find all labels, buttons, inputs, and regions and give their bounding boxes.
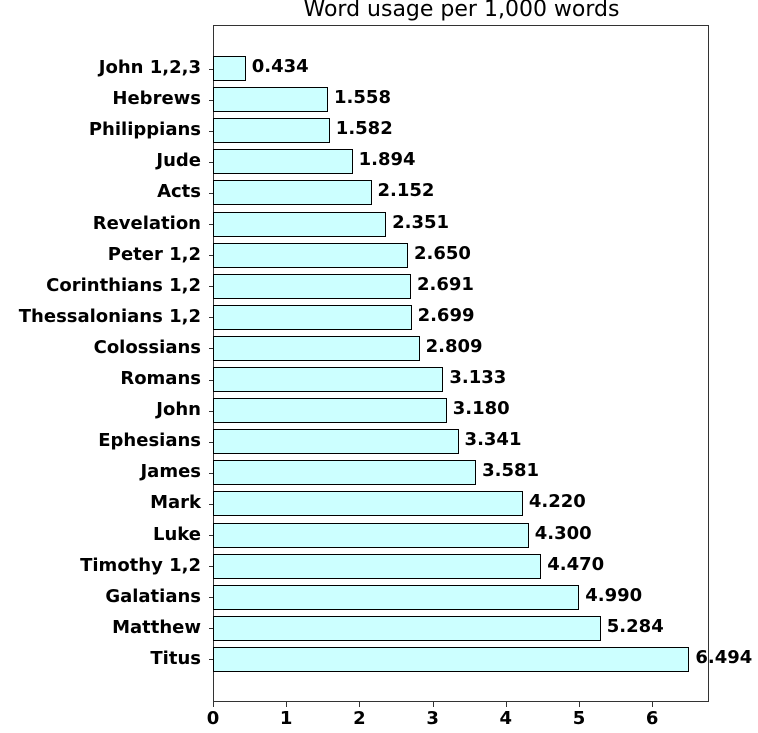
y-tick bbox=[209, 411, 213, 412]
bar-value-label: 4.300 bbox=[534, 522, 592, 544]
bar bbox=[213, 335, 420, 361]
bar-value-label: 3.341 bbox=[464, 429, 522, 451]
bar bbox=[213, 491, 523, 517]
bar-value-label: 3.581 bbox=[482, 460, 540, 482]
y-tick bbox=[209, 566, 213, 567]
bar bbox=[213, 87, 329, 113]
category-label: Acts bbox=[157, 181, 201, 203]
chart-title: Word usage per 1,000 words bbox=[303, 0, 620, 22]
x-tick bbox=[579, 702, 580, 707]
bar bbox=[213, 646, 690, 672]
x-tick-label: 1 bbox=[279, 708, 293, 729]
y-tick bbox=[209, 597, 213, 598]
y-tick bbox=[209, 348, 213, 349]
x-tick bbox=[652, 702, 654, 707]
bar bbox=[213, 56, 246, 81]
y-tick bbox=[209, 317, 213, 318]
bar-value-label: 1.894 bbox=[358, 149, 416, 171]
x-tick-label: 3 bbox=[426, 708, 439, 729]
y-tick bbox=[209, 100, 213, 101]
y-tick bbox=[209, 193, 213, 194]
x-tick bbox=[359, 702, 361, 707]
category-label: Titus bbox=[150, 647, 201, 669]
bar bbox=[213, 553, 542, 579]
bar bbox=[213, 522, 529, 548]
bar-value-label: 2.650 bbox=[413, 242, 471, 264]
x-tick-label: 6 bbox=[645, 708, 659, 729]
category-label: Philippians bbox=[88, 119, 201, 141]
x-tick-label: 0 bbox=[206, 708, 220, 729]
bar-value-label: 1.558 bbox=[334, 87, 391, 109]
category-label: Corinthians 1,2 bbox=[46, 274, 201, 296]
category-label: Timothy 1,2 bbox=[80, 554, 201, 576]
bar-value-label: 3.180 bbox=[452, 398, 510, 420]
x-tick-label: 2 bbox=[353, 708, 366, 729]
x-tick-label: 4 bbox=[499, 708, 513, 729]
bar bbox=[213, 118, 330, 144]
y-tick bbox=[209, 162, 213, 163]
bar-value-label: 2.809 bbox=[425, 335, 483, 357]
bar bbox=[213, 211, 387, 237]
bar-value-label: 1.582 bbox=[335, 118, 393, 140]
bar bbox=[213, 460, 477, 486]
y-tick bbox=[209, 659, 213, 660]
bar-value-label: 2.152 bbox=[377, 180, 435, 202]
bar-value-label: 0.434 bbox=[251, 56, 309, 77]
y-tick bbox=[209, 131, 213, 132]
category-label: Galatians bbox=[105, 585, 201, 607]
category-label: Hebrews bbox=[112, 88, 201, 110]
y-tick bbox=[209, 380, 213, 381]
y-tick bbox=[209, 69, 213, 70]
y-tick bbox=[209, 442, 213, 443]
x-tick bbox=[213, 702, 214, 707]
category-label: Revelation bbox=[92, 212, 201, 234]
category-label: Ephesians bbox=[98, 430, 201, 452]
bar bbox=[213, 615, 601, 641]
x-tick-label: 5 bbox=[572, 708, 586, 729]
bar-value-label: 4.990 bbox=[585, 584, 643, 606]
bar-value-label: 2.351 bbox=[392, 211, 450, 233]
category-label: John 1,2,3 bbox=[98, 57, 201, 78]
y-tick bbox=[209, 224, 213, 225]
y-tick bbox=[209, 535, 213, 536]
y-tick bbox=[209, 504, 213, 505]
bar-value-label: 6.494 bbox=[695, 646, 753, 668]
category-label: John bbox=[156, 399, 201, 421]
plot-area bbox=[213, 25, 709, 702]
category-label: Peter 1,2 bbox=[107, 243, 201, 265]
category-label: Thessalonians 1,2 bbox=[18, 305, 201, 327]
category-label: Mark bbox=[150, 492, 201, 514]
y-tick bbox=[209, 255, 213, 256]
bar bbox=[213, 149, 353, 175]
bar-value-label: 5.284 bbox=[606, 615, 664, 637]
x-tick bbox=[432, 702, 434, 707]
y-tick bbox=[209, 473, 213, 474]
bar-value-label: 4.220 bbox=[528, 491, 586, 513]
bar-value-label: 3.133 bbox=[449, 367, 507, 388]
bar bbox=[213, 367, 444, 392]
bar bbox=[213, 242, 408, 268]
bar bbox=[213, 584, 580, 610]
bar bbox=[213, 304, 412, 330]
bar-value-label: 2.699 bbox=[417, 304, 475, 326]
category-label: James bbox=[140, 461, 201, 483]
bar-value-label: 4.470 bbox=[547, 553, 605, 575]
bar bbox=[213, 429, 459, 455]
x-tick bbox=[505, 702, 507, 707]
category-label: Romans bbox=[120, 368, 201, 389]
bar bbox=[213, 180, 372, 206]
bar-value-label: 2.691 bbox=[416, 273, 474, 295]
y-tick bbox=[209, 628, 213, 629]
bar bbox=[213, 273, 411, 299]
category-label: Matthew bbox=[112, 616, 201, 638]
bar bbox=[213, 398, 447, 424]
category-label: Colossians bbox=[93, 336, 201, 358]
x-tick bbox=[286, 702, 288, 707]
category-label: Luke bbox=[153, 523, 201, 545]
y-tick bbox=[209, 286, 213, 287]
category-label: Jude bbox=[156, 150, 201, 172]
